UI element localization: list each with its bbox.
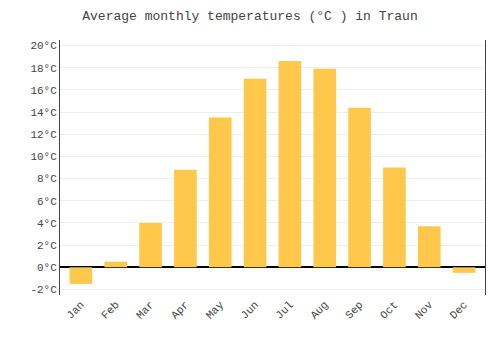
svg-text:Aug: Aug <box>308 299 330 321</box>
svg-text:May: May <box>204 299 227 322</box>
svg-text:0°C: 0°C <box>37 262 57 274</box>
svg-text:Dec: Dec <box>448 299 470 321</box>
svg-text:Nov: Nov <box>413 299 436 322</box>
svg-text:Apr: Apr <box>169 299 191 321</box>
svg-text:16°C: 16°C <box>30 85 57 97</box>
svg-text:-2°C: -2°C <box>30 284 57 296</box>
svg-text:20°C: 20°C <box>30 40 57 52</box>
svg-text:8°C: 8°C <box>37 173 57 185</box>
svg-text:4°C: 4°C <box>37 218 57 230</box>
svg-text:2°C: 2°C <box>37 240 57 252</box>
svg-text:12°C: 12°C <box>30 129 57 141</box>
svg-text:14°C: 14°C <box>30 107 57 119</box>
svg-text:Jun: Jun <box>239 299 261 321</box>
svg-text:Oct: Oct <box>378 299 400 321</box>
svg-text:Feb: Feb <box>99 299 121 321</box>
svg-text:6°C: 6°C <box>37 196 57 208</box>
svg-text:Average monthly temperatures (: Average monthly temperatures (°C ) in Tr… <box>82 9 417 24</box>
svg-text:18°C: 18°C <box>30 63 57 75</box>
svg-text:10°C: 10°C <box>30 151 57 163</box>
svg-text:Sep: Sep <box>343 299 365 321</box>
svg-text:Jul: Jul <box>273 299 295 321</box>
svg-text:Jan: Jan <box>64 299 86 321</box>
svg-text:Mar: Mar <box>134 299 156 321</box>
